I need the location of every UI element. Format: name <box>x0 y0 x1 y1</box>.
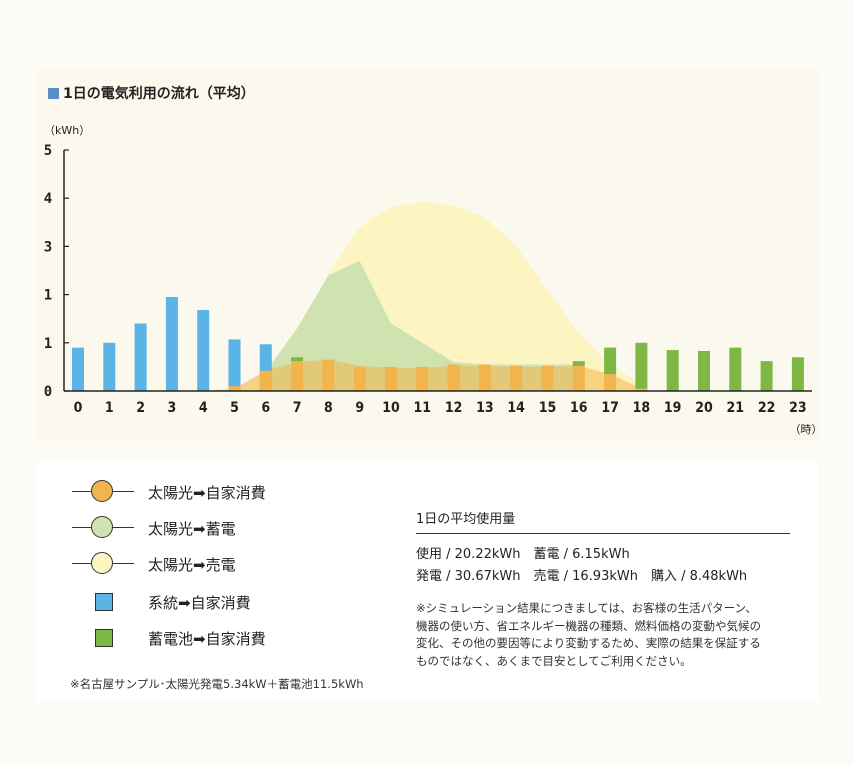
legend-label: 太陽光➡蓄電 <box>148 519 236 538</box>
bar-grid-self <box>197 310 210 391</box>
area-solar-battery <box>265 260 579 391</box>
legend-item: 蓄電池➡自家消費 <box>72 626 266 650</box>
legend-circle-icon <box>72 480 134 504</box>
bar-solar-self <box>572 365 585 391</box>
bar-battery-self <box>572 361 585 366</box>
legend-item: 太陽光➡蓄電 <box>72 516 236 540</box>
y-tick-label: 0 <box>44 384 52 400</box>
legend-square-icon <box>72 590 134 614</box>
x-tick-label: 4 <box>199 400 208 416</box>
x-tick-label: 9 <box>355 400 364 416</box>
legend-label: 太陽光➡売電 <box>148 555 236 574</box>
legend-label: 蓄電池➡自家消費 <box>148 629 266 648</box>
bar-solar-self <box>259 370 272 391</box>
bar-grid-self <box>165 297 178 391</box>
bar-solar-self <box>447 364 460 391</box>
page-title: 1日の電気利用の流れ（平均） <box>48 83 255 103</box>
summary-notes: ※シミュレーション結果につきましては、お客様の生活パターン、 機器の使い方、省エ… <box>416 600 790 670</box>
bar-solar-self <box>416 366 429 391</box>
bar-grid-self <box>134 323 147 391</box>
y-tick-label: 5 <box>44 143 52 159</box>
x-tick-label: 8 <box>324 400 333 416</box>
bar-grid-self <box>72 347 84 391</box>
title-square-icon <box>48 87 59 99</box>
summary-line-2: 発電 / 30.67kWh 売電 / 16.93kWh 購入 / 8.48kWh <box>416 569 748 584</box>
x-tick-label: 16 <box>570 400 588 416</box>
x-tick-label: 11 <box>414 400 432 416</box>
bar-solar-self <box>353 366 366 391</box>
bar-solar-self <box>291 361 304 391</box>
x-tick-label: 1 <box>105 400 114 416</box>
x-tick-label: 12 <box>445 400 463 416</box>
legend-label: 系統➡自家消費 <box>148 593 251 612</box>
legend-item: 太陽光➡自家消費 <box>72 480 266 504</box>
y-tick-label: 1 <box>44 288 52 304</box>
footnote: ※名古屋サンプル･太陽光発電5.34kW＋蓄電池11.5kWh <box>70 677 364 691</box>
x-tick-label: 5 <box>230 400 239 416</box>
x-tick-label: 22 <box>758 400 776 416</box>
x-tick-label: 0 <box>74 400 83 416</box>
bar-battery-self <box>604 347 617 375</box>
note-line: 変化、その他の要因等により変動するため、実際の結果を保証する <box>416 636 761 650</box>
summary-line-1: 使用 / 20.22kWh 蓄電 / 6.15kWh <box>416 547 630 562</box>
x-tick-label: 2 <box>136 400 145 416</box>
bar-battery-self <box>666 350 679 391</box>
bar-grid-self <box>103 342 116 391</box>
legend-item: 系統➡自家消費 <box>72 590 251 614</box>
bar-battery-self <box>729 347 742 391</box>
y-tick-label: 1 <box>44 336 52 352</box>
bar-battery-self <box>698 350 710 391</box>
y-tick-label: 4 <box>44 191 52 207</box>
bar-solar-self <box>322 359 335 391</box>
x-tick-label: 13 <box>476 400 494 416</box>
note-line: 機器の使い方、省エネルギー機器の種類、燃料価格の変動や気候の <box>416 618 761 633</box>
bar-solar-self <box>510 365 523 391</box>
x-tick-label: 10 <box>382 400 400 416</box>
legend-label: 太陽光➡自家消費 <box>148 483 266 502</box>
bar-solar-self <box>478 364 491 391</box>
note-line: ※シミュレーション結果につきましては、お客様の生活パターン、 <box>416 601 757 615</box>
note-line: ものではなく、あくまで目安としてご利用ください。 <box>416 653 692 668</box>
x-tick-label: 6 <box>261 400 270 416</box>
x-tick-label: 20 <box>695 400 713 416</box>
x-tick-label: 23 <box>789 400 807 416</box>
bar-battery-self <box>291 357 304 362</box>
summary-heading: 1日の平均使用量 <box>416 508 790 534</box>
y-tick-label: 3 <box>44 239 52 255</box>
bar-battery-self <box>791 357 804 391</box>
legend-circle-icon <box>72 552 134 576</box>
x-tick-label: 17 <box>601 400 619 416</box>
x-axis-unit: （時） <box>790 423 823 436</box>
x-tick-label: 15 <box>539 400 557 416</box>
usage-summary: 1日の平均使用量 使用 / 20.22kWh 蓄電 / 6.15kWh 発電 /… <box>416 508 790 670</box>
bar-battery-self <box>760 361 773 391</box>
page-title-text: 1日の電気利用の流れ（平均） <box>63 86 255 102</box>
legend-square-icon <box>72 626 134 650</box>
legend-item: 太陽光➡売電 <box>72 552 236 576</box>
legend-box: 太陽光➡自家消費 太陽光➡蓄電 太陽光➡売電 系統➡自家消費 蓄電池➡自家消費 1日の平… <box>36 462 818 702</box>
x-tick-label: 21 <box>727 400 745 416</box>
x-tick-label: 3 <box>168 400 177 416</box>
bar-solar-self <box>604 374 617 391</box>
x-tick-label: 7 <box>293 400 302 416</box>
bar-solar-self <box>385 366 397 391</box>
bar-solar-self <box>541 365 554 391</box>
bar-solar-self <box>635 388 648 391</box>
legend-circle-icon <box>72 516 134 540</box>
x-tick-label: 18 <box>633 400 651 416</box>
bar-grid-self <box>228 339 241 391</box>
bar-solar-self <box>228 386 241 391</box>
x-tick-label: 14 <box>507 400 525 416</box>
x-tick-label: 19 <box>664 400 682 416</box>
y-axis-unit: （kWh） <box>44 124 90 137</box>
bar-battery-self <box>635 342 648 389</box>
